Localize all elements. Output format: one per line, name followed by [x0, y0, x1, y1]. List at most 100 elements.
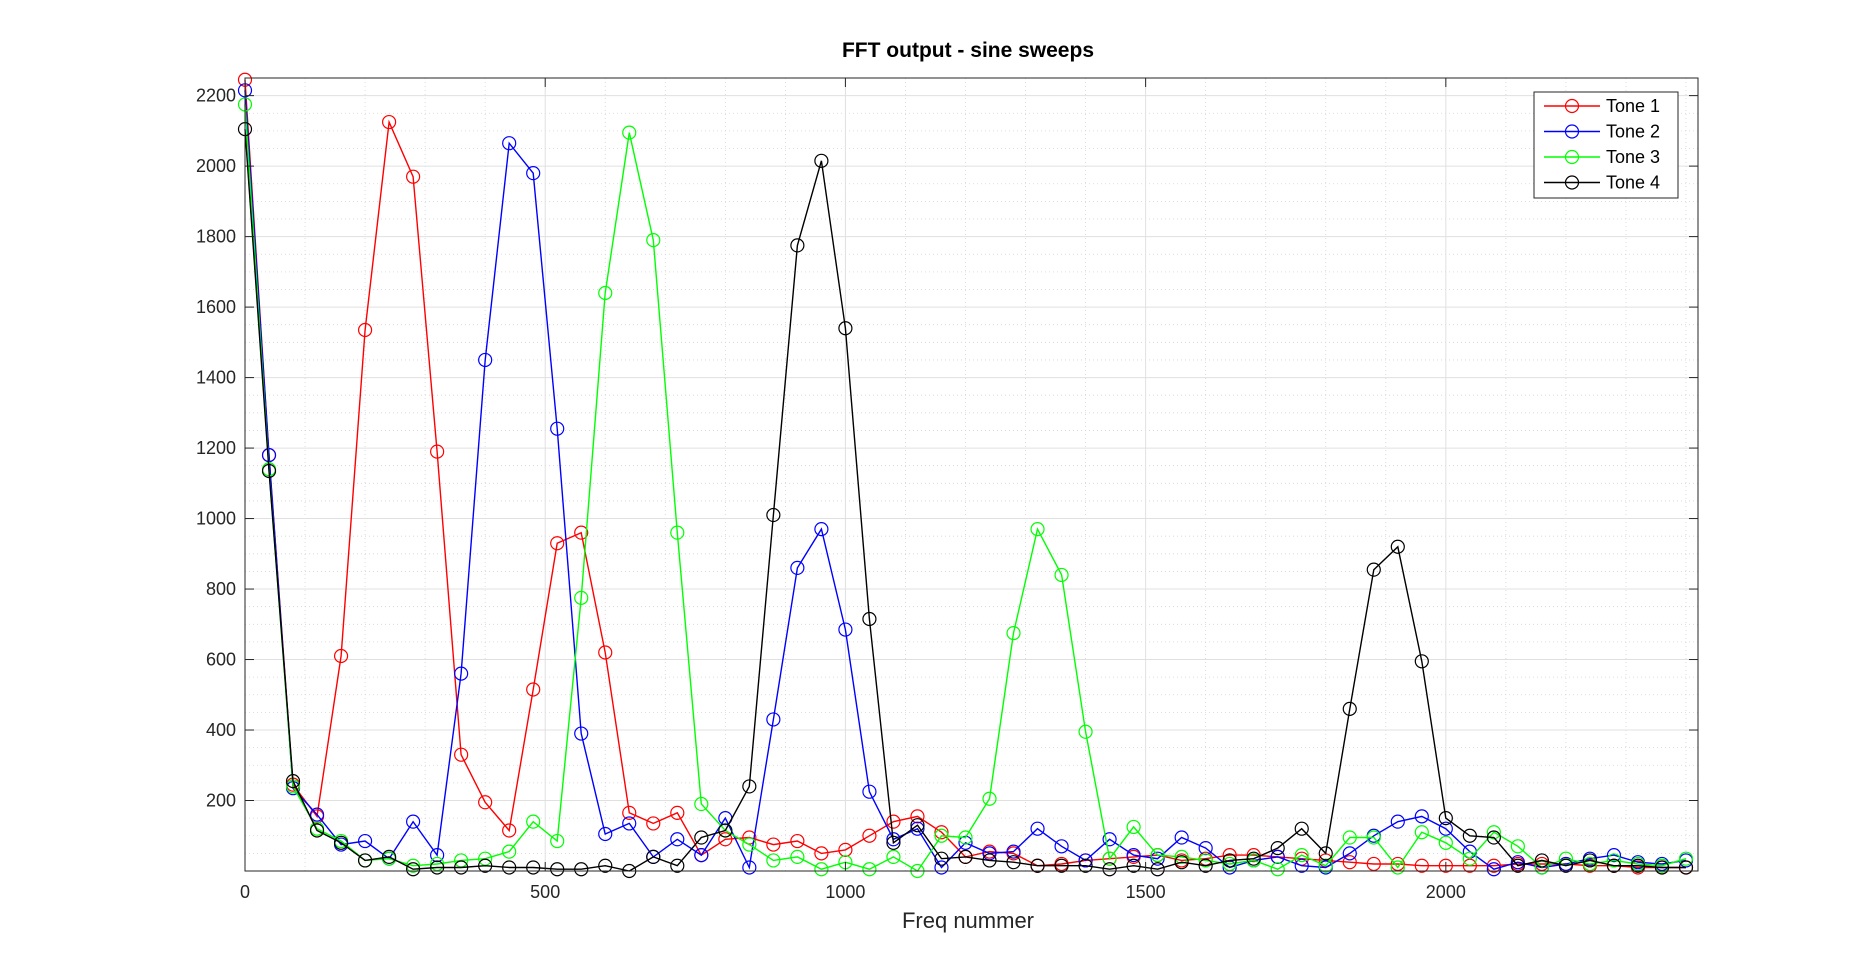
data-point [1054, 567, 1069, 583]
data-point [694, 848, 709, 863]
data-point [766, 507, 781, 523]
data-point [1606, 848, 1622, 863]
data-point [1294, 821, 1309, 836]
data-point [718, 823, 733, 838]
data-point [1438, 821, 1453, 836]
data-point [910, 818, 925, 833]
data-point [574, 525, 589, 540]
y-tick-label: 2200 [196, 86, 236, 106]
data-point [574, 726, 589, 741]
data-point [502, 823, 517, 838]
chart-title: FFT output - sine sweeps [842, 39, 1094, 62]
x-tick-label: 1500 [1126, 882, 1166, 902]
data-point [646, 816, 661, 831]
data-point [1102, 832, 1117, 847]
legend-entry: Tone 1 [1544, 96, 1660, 116]
data-point [550, 536, 565, 551]
data-point [526, 166, 541, 181]
data-point [646, 849, 661, 865]
data-point [862, 862, 877, 877]
legend-marker [1564, 175, 1580, 190]
data-point [622, 125, 637, 140]
legend-marker [1564, 124, 1580, 139]
data-point [430, 860, 445, 875]
data-point [1318, 858, 1333, 873]
data-point [502, 844, 517, 859]
axes-box [244, 77, 1699, 872]
x-tick-label: 1000 [825, 882, 865, 902]
data-point [550, 421, 565, 436]
data-point [1222, 853, 1237, 868]
data-point [1150, 848, 1165, 863]
data-point [1510, 858, 1525, 873]
data-point [333, 835, 349, 850]
data-point [742, 779, 757, 794]
data-point [526, 814, 541, 829]
data-point [886, 832, 901, 847]
data-point [598, 645, 613, 660]
data-point [1438, 858, 1453, 873]
data-point [1222, 848, 1237, 863]
data-point [333, 648, 349, 664]
data-point [1126, 819, 1141, 835]
data-point [670, 858, 685, 873]
data-point [694, 796, 709, 812]
data-point [478, 352, 493, 368]
x-tick-label: 500 [530, 882, 560, 902]
y-tick-label: 1200 [196, 438, 236, 458]
data-point [454, 666, 469, 681]
data-point [598, 826, 613, 842]
data-point [934, 851, 949, 866]
data-point [718, 832, 733, 847]
data-point [1318, 846, 1333, 861]
data-point [1342, 855, 1357, 870]
data-point [406, 169, 421, 184]
data-point [1054, 858, 1069, 873]
major-grid [245, 78, 1698, 871]
data-point [1414, 809, 1429, 824]
data-point [814, 846, 829, 861]
data-point [1078, 724, 1093, 739]
data-point [357, 322, 373, 338]
data-point [790, 833, 805, 849]
data-point [1414, 654, 1429, 669]
data-point [598, 858, 613, 873]
data-point [1102, 851, 1117, 866]
legend-marker [1564, 149, 1580, 165]
data-point [1126, 848, 1141, 863]
legend-box [1533, 91, 1679, 199]
data-point [934, 825, 949, 840]
x-tick-label: 2000 [1426, 882, 1466, 902]
legend-entry: Tone 3 [1544, 147, 1660, 167]
data-point [766, 837, 781, 852]
data-point [838, 842, 853, 857]
data-point [1366, 856, 1381, 872]
data-point [1582, 856, 1598, 872]
data-point [454, 860, 469, 875]
data-point [1342, 846, 1357, 861]
data-point [381, 849, 397, 865]
data-point [814, 862, 829, 877]
data-point [1534, 853, 1549, 868]
legend-label: Tone 3 [1606, 147, 1660, 167]
data-point [886, 849, 901, 865]
data-point [958, 849, 973, 865]
data-point [1390, 860, 1405, 875]
data-point [646, 233, 661, 248]
y-tick-label: 1800 [196, 227, 236, 247]
data-point [261, 463, 277, 479]
y-tick-labels: 200 400 600 800 1000 1200 1400 1600 1800 2000 2200 [196, 86, 236, 811]
data-point [1654, 860, 1670, 875]
data-point [814, 153, 829, 168]
data-point [1414, 858, 1429, 873]
data-point [1438, 835, 1453, 850]
data-point [1606, 858, 1622, 873]
data-point [1606, 853, 1622, 868]
data-point [1486, 825, 1501, 840]
data-point [1006, 625, 1021, 641]
legend-entry: Tone 2 [1544, 122, 1660, 142]
data-point [790, 560, 805, 575]
data-point [526, 682, 541, 697]
data-point [886, 814, 901, 829]
